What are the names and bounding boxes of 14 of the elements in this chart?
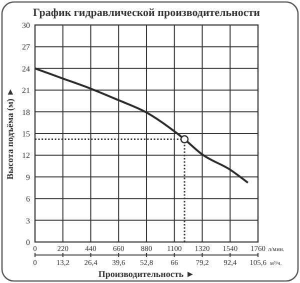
y-axis-title: Высота подъёма (м) ► [5, 87, 15, 180]
y-tick-label: 9 [26, 172, 30, 182]
y-tick-label: 3 [26, 216, 30, 226]
y-tick-label: 21 [22, 86, 30, 96]
y-tick-label: 15 [22, 130, 30, 138]
x-axis-title: Производительность ► [98, 269, 195, 279]
y-tick-label: 27 [22, 42, 30, 52]
y-tick-label: 0 [26, 238, 30, 247]
chart-title: График гидравлической производительности [32, 7, 261, 19]
y-tick-label: 12 [22, 151, 30, 160]
y-tick-label: 24 [22, 64, 30, 74]
y-tick-label: 6 [26, 194, 30, 204]
y-tick-label: 30 [22, 21, 30, 30]
y-tick-label: 18 [22, 108, 30, 117]
